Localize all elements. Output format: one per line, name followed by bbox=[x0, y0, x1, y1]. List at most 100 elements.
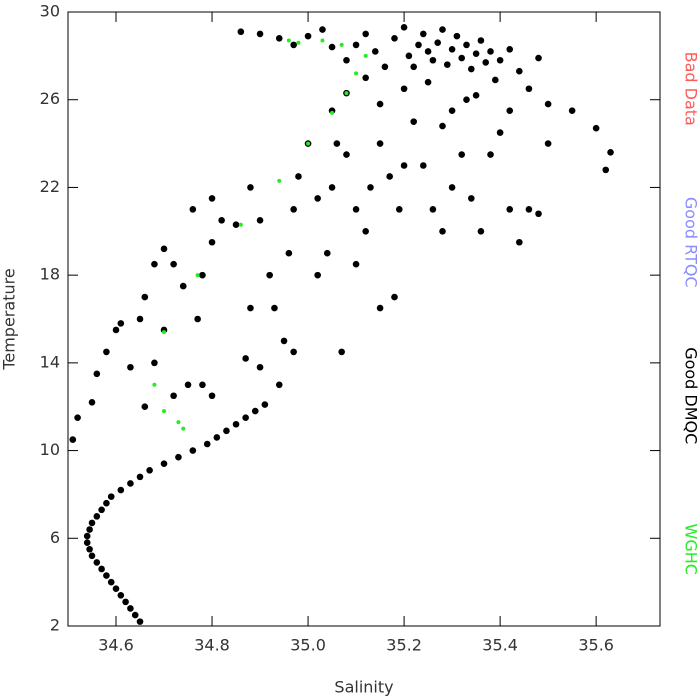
x-tick-label: 35.6 bbox=[578, 636, 614, 655]
point bbox=[320, 38, 325, 43]
point bbox=[448, 45, 456, 53]
point bbox=[525, 85, 533, 93]
point bbox=[434, 39, 441, 46]
point bbox=[242, 355, 249, 362]
point bbox=[189, 206, 197, 213]
point bbox=[103, 348, 110, 356]
point bbox=[544, 140, 552, 147]
point bbox=[170, 392, 177, 400]
point bbox=[208, 392, 216, 400]
point bbox=[448, 184, 456, 191]
point bbox=[496, 129, 504, 136]
point bbox=[160, 460, 168, 468]
point bbox=[199, 271, 206, 279]
point bbox=[218, 217, 225, 224]
point bbox=[181, 426, 186, 431]
point bbox=[74, 414, 81, 421]
point bbox=[237, 28, 245, 36]
point bbox=[419, 162, 427, 169]
point bbox=[103, 572, 110, 579]
point bbox=[419, 30, 427, 38]
point bbox=[444, 61, 451, 68]
point bbox=[477, 227, 485, 235]
point bbox=[482, 59, 490, 66]
y-tick-label: 18 bbox=[40, 265, 60, 284]
point bbox=[98, 506, 105, 514]
point bbox=[439, 122, 446, 130]
point bbox=[395, 206, 403, 213]
point bbox=[98, 565, 105, 573]
point bbox=[477, 37, 485, 44]
point bbox=[314, 195, 321, 202]
point bbox=[400, 24, 408, 31]
point bbox=[468, 195, 475, 202]
point bbox=[179, 282, 187, 290]
point bbox=[256, 363, 264, 371]
point bbox=[314, 271, 321, 279]
point bbox=[152, 382, 157, 387]
point bbox=[86, 526, 93, 533]
point bbox=[323, 249, 331, 257]
point bbox=[304, 32, 312, 40]
point bbox=[492, 76, 499, 84]
point bbox=[151, 359, 158, 367]
point bbox=[535, 54, 542, 62]
x-tick-label: 34.8 bbox=[194, 636, 230, 655]
point bbox=[83, 532, 91, 540]
point bbox=[213, 434, 221, 441]
point bbox=[602, 166, 610, 174]
legend-label: WGHC bbox=[682, 524, 700, 575]
point bbox=[386, 173, 393, 180]
point bbox=[275, 381, 283, 389]
point bbox=[290, 41, 297, 49]
point bbox=[232, 221, 240, 229]
point bbox=[195, 273, 200, 278]
point bbox=[410, 118, 417, 125]
point bbox=[458, 151, 466, 158]
point bbox=[343, 151, 350, 158]
x-tick-label: 35.4 bbox=[482, 636, 518, 655]
point bbox=[112, 326, 120, 334]
point bbox=[415, 41, 422, 49]
point bbox=[463, 96, 470, 104]
point bbox=[127, 480, 134, 487]
point bbox=[463, 41, 470, 49]
y-tick-label: 14 bbox=[40, 352, 60, 371]
point bbox=[516, 238, 523, 246]
point bbox=[247, 184, 254, 191]
y-axis-label: Temperature bbox=[0, 268, 19, 370]
point bbox=[410, 63, 417, 71]
point bbox=[391, 35, 398, 42]
point bbox=[93, 559, 101, 566]
point bbox=[376, 304, 384, 312]
point bbox=[328, 43, 336, 51]
point bbox=[376, 100, 384, 108]
point bbox=[256, 30, 264, 38]
point bbox=[405, 52, 413, 60]
point bbox=[271, 304, 278, 312]
point bbox=[352, 260, 360, 268]
point bbox=[472, 92, 480, 99]
point bbox=[290, 206, 297, 213]
point bbox=[162, 330, 167, 335]
y-tick-label: 26 bbox=[40, 89, 60, 108]
y-tick-label: 30 bbox=[40, 2, 60, 21]
point bbox=[93, 370, 101, 378]
y-tick-label: 6 bbox=[50, 528, 60, 547]
point bbox=[439, 26, 446, 33]
point bbox=[352, 41, 360, 49]
point bbox=[151, 260, 158, 268]
point bbox=[400, 162, 408, 169]
point bbox=[117, 592, 125, 599]
point bbox=[247, 304, 254, 312]
point bbox=[88, 399, 96, 406]
point bbox=[429, 206, 437, 213]
point bbox=[136, 473, 144, 481]
point bbox=[391, 293, 398, 301]
point bbox=[453, 32, 461, 40]
point bbox=[568, 107, 576, 114]
point bbox=[285, 249, 293, 257]
point bbox=[136, 618, 144, 625]
point bbox=[251, 407, 259, 415]
point bbox=[275, 35, 283, 42]
